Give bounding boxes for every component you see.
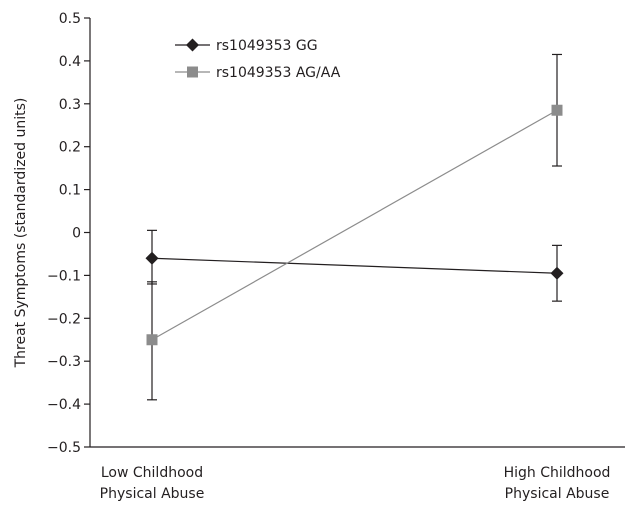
- legend-marker: [187, 66, 198, 78]
- y-tick-label: 0.4: [59, 54, 81, 70]
- legend-item-1: rs1049353 GG: [175, 38, 318, 54]
- data-point: [551, 104, 563, 116]
- data-point: [146, 334, 158, 346]
- series-layer: [145, 53, 564, 401]
- y-tick-label: 0.5: [59, 11, 81, 27]
- legend-item-2: rs1049353 AG/AA: [175, 65, 341, 81]
- series-line: [151, 109, 558, 341]
- legend-label: rs1049353 GG: [216, 38, 318, 54]
- data-point: [145, 251, 159, 265]
- y-tick-label: −0.5: [47, 440, 81, 456]
- y-tick-label: −0.2: [47, 311, 81, 327]
- y-tick-label: −0.3: [47, 354, 81, 370]
- y-tick-label: −0.4: [47, 397, 81, 413]
- y-tick-label: 0: [72, 226, 81, 242]
- y-axis-title: Threat Symptoms (standardized units): [13, 98, 29, 369]
- axes: 0.5 0.4 0.3 0.2 0.1 0 −0.1 −0.2 −0.3 −0.4 −0.5 Thre…: [13, 11, 625, 502]
- legend-marker: [186, 38, 199, 52]
- x-category-label: Low Childhood Physical Abuse: [100, 465, 205, 502]
- x-category-label-line: High Childhood: [504, 465, 611, 481]
- y-tick-label: 0.3: [59, 97, 81, 113]
- series-line: [151, 257, 558, 274]
- y-tick-label: 0.1: [59, 183, 81, 199]
- legend-label: rs1049353 AG/AA: [216, 65, 341, 81]
- x-category-label-line: Physical Abuse: [100, 486, 205, 502]
- series-2: [146, 53, 563, 401]
- y-tick-label: −0.1: [47, 268, 81, 284]
- x-category-label-line: Low Childhood: [101, 465, 203, 481]
- y-tick-label: 0.2: [59, 140, 81, 156]
- x-category-label-line: Physical Abuse: [505, 486, 610, 502]
- x-category-label: High Childhood Physical Abuse: [504, 465, 611, 502]
- data-point: [550, 266, 564, 280]
- legend: rs1049353 GG rs1049353 AG/AA: [175, 38, 341, 81]
- series-1: [145, 229, 564, 302]
